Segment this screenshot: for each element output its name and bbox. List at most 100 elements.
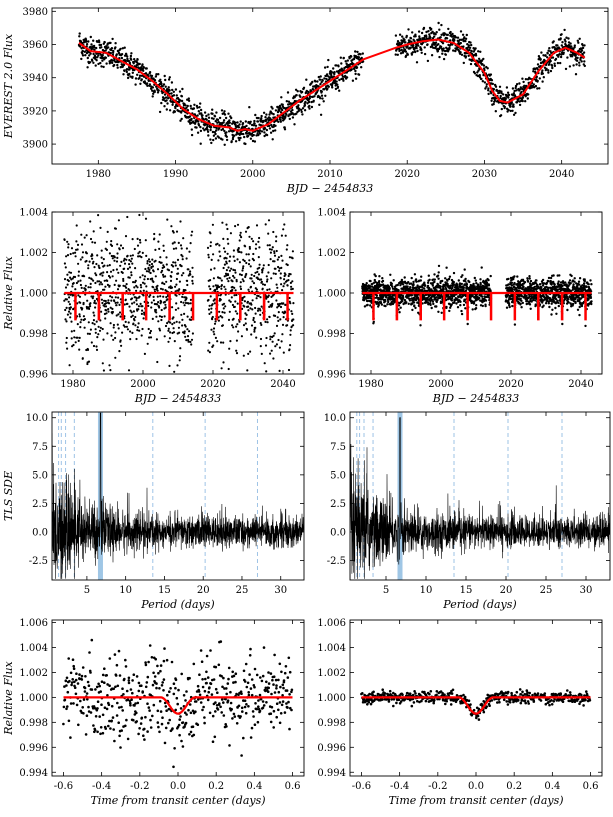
y-axis-label: EVEREST 2.0 Flux bbox=[2, 33, 15, 139]
axes-frame bbox=[51, 411, 305, 581]
data-points bbox=[360, 688, 592, 721]
y-tick-label: 3960 bbox=[23, 40, 48, 51]
x-tick-label: 0.0 bbox=[468, 781, 484, 792]
x-tick-label: 25 bbox=[540, 585, 553, 596]
y-tick-label: -2.5 bbox=[327, 556, 346, 567]
y-tick-label: 2.5 bbox=[32, 499, 48, 510]
x-tick-label: -0.2 bbox=[130, 781, 149, 792]
x-tick-label: 15 bbox=[158, 585, 171, 596]
x-tick-label: 2030 bbox=[472, 169, 497, 180]
x-tick-label: 20 bbox=[500, 585, 513, 596]
x-tick-label: 1990 bbox=[163, 169, 188, 180]
x-tick-label: 2000 bbox=[130, 379, 155, 390]
x-tick-label: 2020 bbox=[394, 169, 419, 180]
panel-lc_flat_right: 1980 2000 2020 2040 0.996 0.998 1.000 1.002 1.00… bbox=[317, 208, 603, 405]
panel-tls_left: 5 10 15 20 25 30 -2.5 0.0 2.5 5.0 7.5 10.0 Period (d… bbox=[2, 411, 305, 611]
panel-lc_raw: 1980 1990 2000 2010 2020 2030 2040 3900 3920 3940… bbox=[2, 7, 609, 195]
x-axis-label: Time from transit center (days) bbox=[388, 794, 563, 807]
x-tick-label: 0.2 bbox=[506, 781, 522, 792]
sde-spectrum-line bbox=[350, 417, 610, 579]
y-tick-label: 0.0 bbox=[32, 528, 48, 539]
x-tick-label: -0.4 bbox=[92, 781, 111, 792]
y-tick-label: 3900 bbox=[23, 140, 48, 151]
x-axis-label: BJD − 2454833 bbox=[286, 182, 374, 195]
x-tick-label: 2040 bbox=[270, 379, 295, 390]
y-tick-label: 0.998 bbox=[19, 329, 48, 340]
x-axis-label: Time from transit center (days) bbox=[90, 794, 265, 807]
x-tick-label: 0.6 bbox=[583, 781, 599, 792]
y-tick-label: 5.0 bbox=[330, 470, 346, 481]
x-tick-label: 2020 bbox=[498, 379, 523, 390]
transit-model-line bbox=[64, 291, 294, 321]
y-tick-label: 0.998 bbox=[19, 718, 48, 729]
plot-area bbox=[62, 638, 294, 769]
y-tick-label: 1.006 bbox=[317, 618, 346, 629]
x-tick-label: -0.6 bbox=[352, 781, 371, 792]
y-tick-label: 0.994 bbox=[317, 768, 346, 779]
x-axis-label: Period (days) bbox=[140, 598, 214, 611]
x-tick-label: 0.4 bbox=[544, 781, 560, 792]
x-tick-label: 2000 bbox=[428, 379, 453, 390]
y-tick-label: 1.000 bbox=[19, 693, 48, 704]
y-axis-label: Relative Flux bbox=[2, 255, 15, 330]
x-tick-label: 0.2 bbox=[208, 781, 224, 792]
x-tick-label: 2000 bbox=[240, 169, 265, 180]
y-tick-label: 5.0 bbox=[32, 470, 48, 481]
x-tick-label: -0.4 bbox=[390, 781, 409, 792]
x-tick-label: 0.6 bbox=[285, 781, 301, 792]
y-tick-label: 1.004 bbox=[317, 208, 346, 219]
plot-area bbox=[350, 412, 610, 580]
x-tick-label: 1980 bbox=[86, 169, 111, 180]
x-tick-label: -0.2 bbox=[428, 781, 447, 792]
y-tick-label: 0.998 bbox=[317, 718, 346, 729]
y-tick-label: 0.996 bbox=[19, 370, 48, 381]
best-period-band bbox=[397, 412, 403, 580]
y-tick-label: 7.5 bbox=[330, 442, 346, 453]
trend-line bbox=[78, 38, 586, 132]
x-tick-label: 5 bbox=[84, 585, 90, 596]
y-tick-label: 1.002 bbox=[317, 248, 346, 259]
y-tick-label: 1.002 bbox=[19, 248, 48, 259]
panel-fold_left: -0.6 -0.4 -0.2 0.0 0.2 0.4 0.6 0.994 0.996 0.998 1… bbox=[2, 618, 305, 807]
y-tick-label: 3920 bbox=[23, 106, 48, 117]
x-tick-label: 2040 bbox=[549, 169, 574, 180]
y-tick-label: 0.0 bbox=[330, 528, 346, 539]
y-tick-label: 3980 bbox=[23, 7, 48, 18]
y-tick-label: 1.006 bbox=[19, 618, 48, 629]
y-axis-label: TLS SDE bbox=[2, 471, 15, 521]
sde-spectrum-line bbox=[52, 412, 304, 579]
y-tick-label: -2.5 bbox=[29, 556, 48, 567]
panel-lc_flat_left: 1980 2000 2020 2040 0.996 0.998 1.000 1.002 1.00… bbox=[2, 208, 305, 405]
y-tick-label: 1.000 bbox=[317, 289, 346, 300]
x-tick-label: 0.4 bbox=[246, 781, 262, 792]
x-tick-label: 5 bbox=[383, 585, 389, 596]
plot-area bbox=[52, 412, 304, 580]
plot-area bbox=[63, 213, 295, 373]
plot-area bbox=[361, 264, 593, 328]
model-line bbox=[63, 696, 293, 715]
x-axis-label: BJD − 2454833 bbox=[134, 392, 222, 405]
x-tick-label: -0.6 bbox=[54, 781, 73, 792]
y-tick-label: 0.996 bbox=[19, 743, 48, 754]
x-tick-label: 2020 bbox=[200, 379, 225, 390]
transit-model-line bbox=[362, 291, 592, 321]
panel-fold_right: -0.6 -0.4 -0.2 0.0 0.2 0.4 0.6 0.994 0.996 0.998 1… bbox=[317, 618, 603, 807]
y-tick-label: 1.000 bbox=[317, 693, 346, 704]
x-tick-label: 10 bbox=[420, 585, 433, 596]
y-tick-label: 1.002 bbox=[317, 668, 346, 679]
y-tick-label: 1.000 bbox=[19, 289, 48, 300]
x-tick-label: 1980 bbox=[60, 379, 85, 390]
x-axis-label: Period (days) bbox=[442, 598, 516, 611]
y-tick-label: 1.004 bbox=[317, 643, 346, 654]
x-tick-label: 2010 bbox=[317, 169, 342, 180]
y-tick-label: 10.0 bbox=[324, 413, 346, 424]
y-tick-label: 0.996 bbox=[317, 370, 346, 381]
model-line bbox=[361, 696, 591, 715]
y-axis-label: Relative Flux bbox=[2, 660, 15, 735]
x-tick-label: 0.0 bbox=[170, 781, 186, 792]
y-tick-label: 1.002 bbox=[19, 668, 48, 679]
x-tick-label: 2040 bbox=[568, 379, 593, 390]
y-tick-label: 0.998 bbox=[317, 329, 346, 340]
x-tick-label: 20 bbox=[197, 585, 210, 596]
